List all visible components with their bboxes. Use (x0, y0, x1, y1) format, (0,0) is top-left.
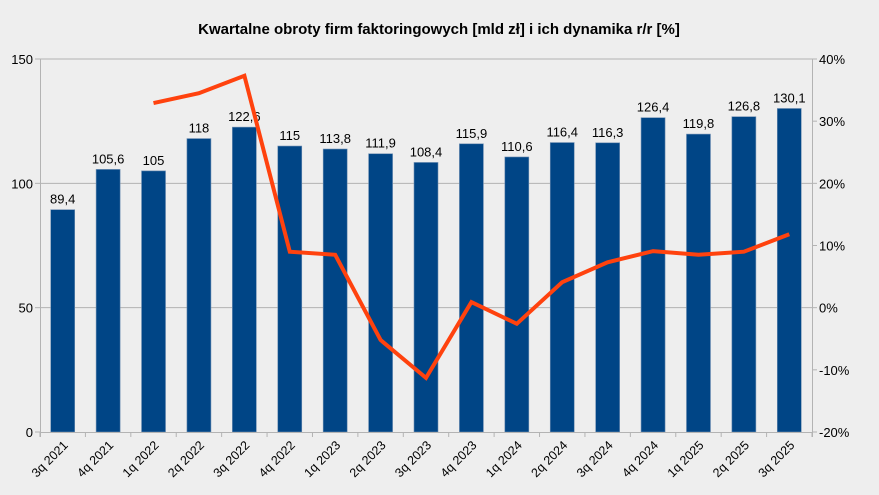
bar-value-label: 118 (189, 121, 210, 136)
x-axis-category-label: 3q 2021 (29, 438, 71, 480)
x-axis-category-label: 3q 2023 (392, 438, 434, 480)
bar (141, 170, 166, 433)
bar (232, 126, 257, 433)
bar (504, 156, 530, 433)
bar (95, 169, 121, 433)
line-series (153, 73, 791, 381)
right-axis-tick-label: -20% (819, 425, 850, 440)
x-axis-category-label: 4q 2023 (438, 438, 480, 480)
right-axis-tick-label: 30% (819, 114, 845, 129)
left-axis-tick-label: 150 (11, 52, 33, 67)
bar (595, 142, 620, 433)
bar-value-label: 119,8 (683, 116, 715, 131)
x-axis: 3q 2021 4q 2021 1q 2022 2q 2022 3q 2022 4q 20… (29, 432, 813, 480)
x-axis-category-label: 2q 2024 (529, 438, 571, 480)
left-axis-tick-label: 0 (26, 425, 33, 440)
x-axis-category-label: 1q 2024 (483, 438, 525, 480)
left-axis-tick-label: 50 (19, 301, 33, 316)
bar-value-label: 116,3 (592, 125, 624, 140)
bar-value-label: 115 (279, 128, 300, 143)
right-axis-tick-label: 0% (819, 301, 838, 316)
bar (776, 108, 802, 433)
growth-line (153, 73, 791, 381)
x-axis-category-label: 4q 2024 (619, 438, 661, 480)
x-axis-category-label: 4q 2022 (256, 438, 298, 480)
right-axis-tick-label: -10% (819, 363, 850, 378)
left-axis-tick-label: 100 (11, 176, 33, 191)
bar-value-label: 130,1 (773, 90, 806, 105)
bar-value-label: 111,9 (365, 136, 396, 151)
bar (50, 209, 76, 433)
bar (186, 138, 212, 433)
bar-value-label: 126,8 (728, 99, 761, 114)
bar-value-label: 116,4 (546, 125, 578, 140)
bar (368, 153, 393, 433)
left-y-axis: 0 50 100 150 (11, 52, 41, 440)
bar-value-label: 108,4 (410, 144, 443, 159)
x-axis-category-label: 2q 2023 (347, 438, 389, 480)
bar-value-label: 126,4 (637, 100, 670, 115)
x-axis-category-label: 3q 2025 (756, 438, 798, 480)
bar (277, 145, 303, 433)
bar (322, 148, 348, 433)
bar-value-label: 105 (143, 153, 165, 168)
right-axis-tick-label: 40% (819, 52, 845, 67)
bar-value-label: 113,8 (319, 131, 351, 146)
bar (459, 143, 484, 433)
bar (686, 133, 711, 433)
x-axis-category-label: 4q 2021 (74, 438, 116, 480)
x-axis-category-label: 1q 2022 (120, 438, 162, 480)
bar-value-label: 105,6 (92, 151, 125, 166)
bar-value-label: 110,6 (501, 139, 533, 154)
x-axis-category-label: 1q 2025 (665, 438, 707, 480)
right-axis-tick-label: 20% (819, 176, 845, 191)
x-axis-category-label: 3q 2022 (211, 438, 253, 480)
x-axis-category-label: 1q 2023 (301, 438, 343, 480)
bar-series (50, 108, 802, 433)
right-axis-tick-label: 10% (819, 239, 845, 254)
bar-value-label: 115,9 (456, 126, 488, 141)
bar (731, 116, 757, 433)
bar (413, 162, 439, 433)
bar-value-label: 89,4 (50, 192, 75, 207)
x-axis-category-label: 3q 2024 (574, 438, 616, 480)
right-y-axis: -20% -10% 0% 10% 20% 30% 40% (812, 52, 850, 440)
x-axis-category-label: 2q 2022 (165, 438, 207, 480)
x-axis-category-label: 2q 2025 (710, 438, 752, 480)
chart-title: Kwartalne obroty firm faktoringowych [ml… (198, 21, 680, 38)
bar (640, 117, 666, 433)
